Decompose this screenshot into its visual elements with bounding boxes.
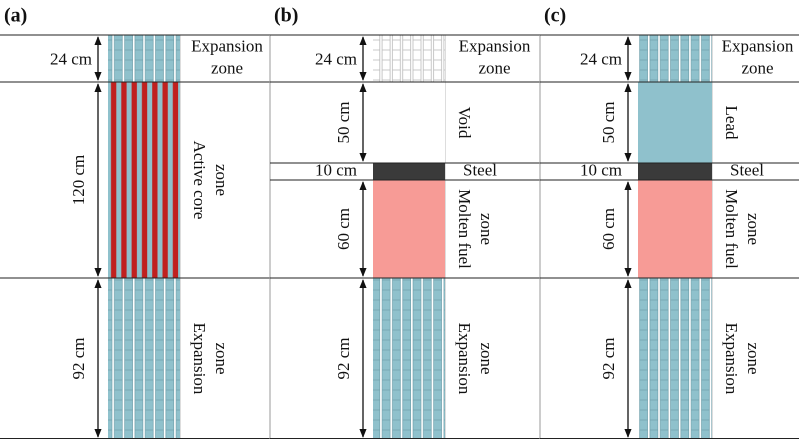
zone-name: Expansion	[191, 36, 263, 55]
zone-fill	[108, 278, 180, 439]
zone-name: zone	[478, 58, 510, 77]
panel-label: (b)	[274, 5, 298, 27]
zone-name: Expansion	[190, 323, 209, 395]
zone-name: Molten fuel	[722, 189, 741, 269]
zone-fill	[638, 35, 712, 82]
zone-name: zone	[212, 164, 231, 196]
zone-name: Expansion	[459, 36, 531, 55]
zone-name: Active core	[190, 141, 209, 220]
zone-fill	[373, 278, 445, 439]
zone-name: zone	[744, 342, 763, 374]
panel-label: (a)	[4, 5, 27, 27]
zone-fill	[638, 82, 712, 163]
zone-length: 24 cm	[50, 49, 92, 68]
zone-length: 10 cm	[580, 160, 622, 179]
panel-label: (c)	[544, 5, 566, 27]
zone-fill	[108, 82, 180, 278]
zone-fill	[373, 35, 445, 82]
diagram: (a)24 cmExpansionzone120 cmActive corezo…	[0, 0, 799, 439]
zone-name: Steel	[463, 160, 497, 179]
zone-length: 50 cm	[334, 101, 353, 143]
zone-name: zone	[211, 58, 243, 77]
zone-fill	[638, 163, 712, 180]
zone-name: Expansion	[722, 323, 741, 395]
zone-length: 60 cm	[334, 208, 353, 250]
zone-length: 24 cm	[580, 49, 622, 68]
zone-length: 92 cm	[599, 337, 618, 379]
zone-name: zone	[744, 213, 763, 245]
zone-length: 120 cm	[69, 155, 88, 206]
zone-length: 92 cm	[69, 337, 88, 379]
zone-fill	[373, 82, 445, 163]
zone-length: 60 cm	[599, 208, 618, 250]
zone-name: zone	[477, 342, 496, 374]
zone-length: 10 cm	[315, 160, 357, 179]
zone-fill	[638, 180, 712, 278]
page: {"panels":[ {"label":"(a)","zones":[ {"l…	[0, 0, 799, 444]
zone-name: Expansion	[722, 36, 794, 55]
zone-name: Void	[455, 107, 474, 139]
zone-fill	[638, 278, 712, 439]
zone-name: Steel	[730, 160, 764, 179]
zone-name: zone	[212, 342, 231, 374]
zone-name: Lead	[722, 106, 741, 140]
zone-name: zone	[477, 213, 496, 245]
zone-fill	[373, 163, 445, 180]
zone-fill	[108, 35, 180, 82]
zone-length: 50 cm	[599, 101, 618, 143]
zone-length: 24 cm	[315, 49, 357, 68]
zone-length: 92 cm	[334, 337, 353, 379]
zone-name: Molten fuel	[455, 189, 474, 269]
zone-name: zone	[741, 58, 773, 77]
zone-fill	[373, 180, 445, 278]
zone-name: Expansion	[455, 323, 474, 395]
